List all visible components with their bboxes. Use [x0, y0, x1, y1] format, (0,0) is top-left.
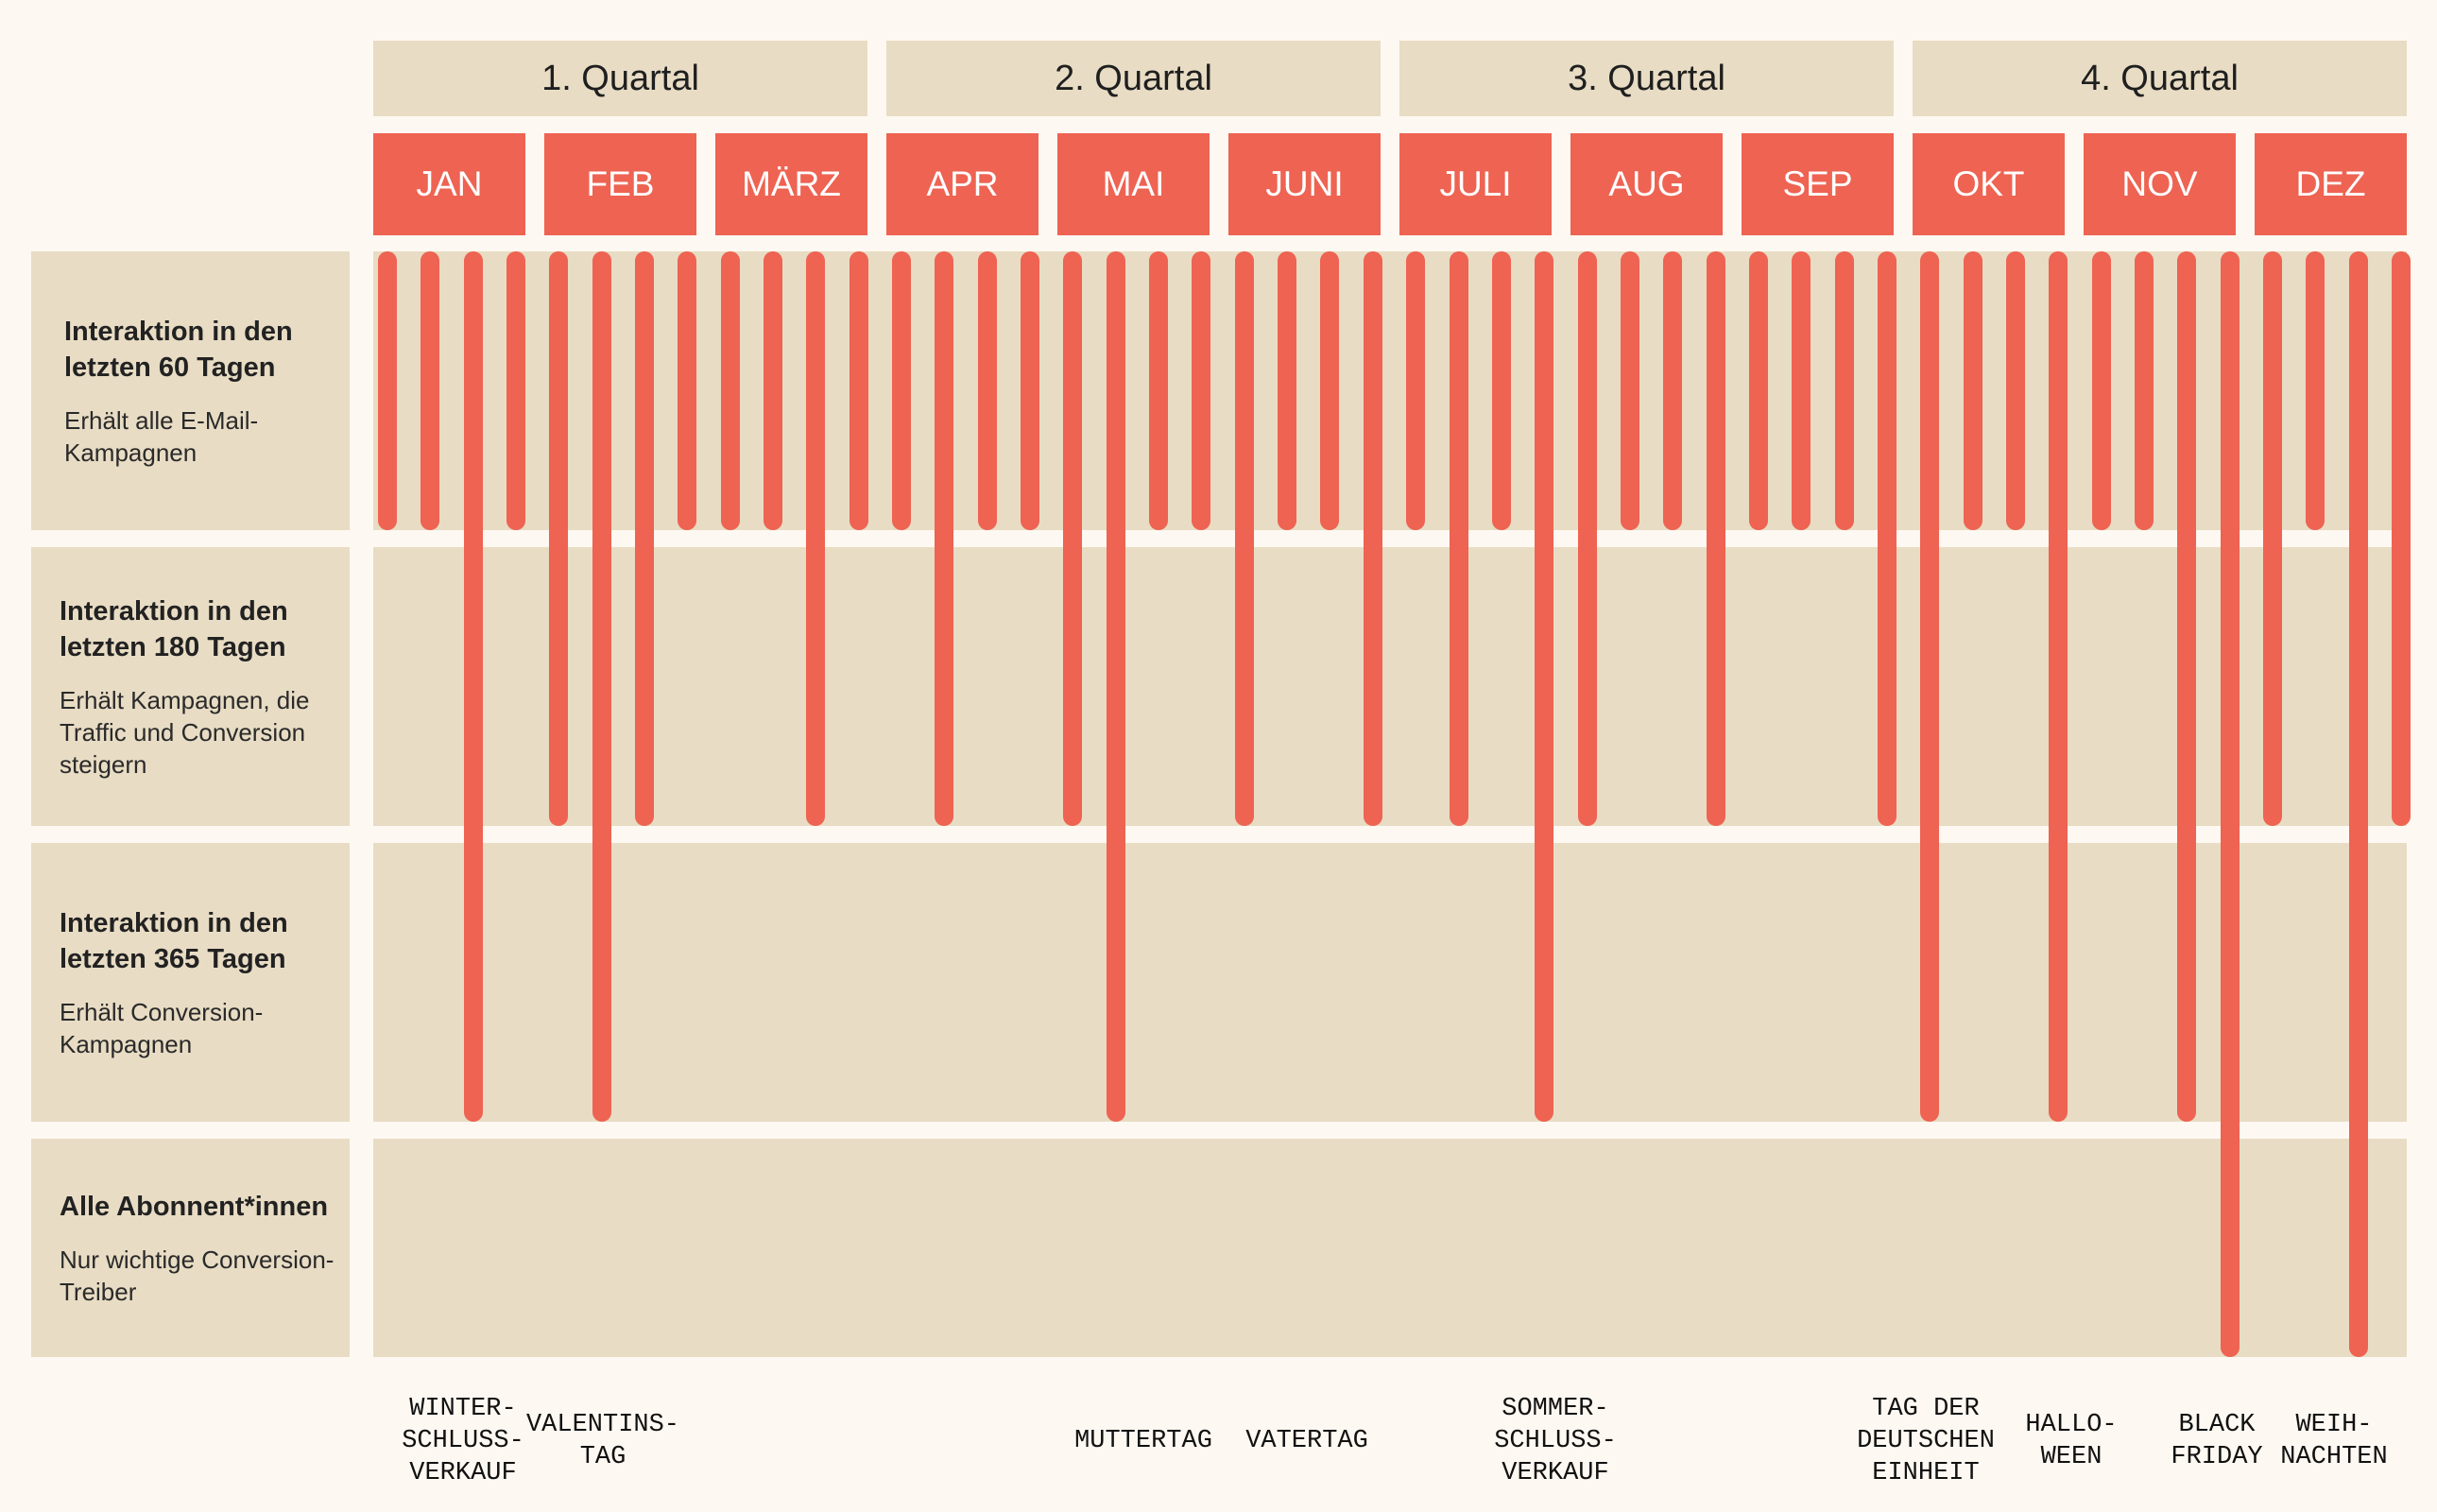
quarter-3: 3. Quartal [1399, 41, 1894, 116]
month-may: MAI [1057, 133, 1210, 235]
campaign-bar [1234, 251, 1254, 826]
campaign-bar [1792, 251, 1811, 530]
campaign-bar [506, 251, 526, 530]
campaign-bar [720, 251, 740, 530]
campaign-bar [2134, 251, 2154, 530]
month-jul: JULI [1399, 133, 1552, 235]
event-valentinstag: VALENTINS- TAG [525, 1411, 680, 1471]
row-description: Erhält Conversion-Kampagnen [60, 997, 264, 1058]
campaign-bar [1877, 251, 1896, 826]
campaign-bar [2177, 251, 2197, 1122]
campaign-bar [1663, 251, 1683, 530]
row-title: Alle Abonnent*innen [60, 1191, 329, 1222]
campaign-bar [635, 251, 655, 826]
row-label-180-days: Interaktion in den letzten 180 Tagen Erh… [31, 547, 350, 826]
campaign-bar [2262, 251, 2282, 826]
campaign-bar [592, 251, 611, 1122]
campaign-bar [2220, 251, 2240, 1357]
campaign-bar [1363, 251, 1382, 826]
campaign-bar [1106, 251, 1125, 1122]
campaign-bar [1577, 251, 1597, 826]
campaign-bar [935, 251, 954, 826]
row-label-365-days: Interaktion in den letzten 365 Tagen Erh… [31, 843, 350, 1122]
event-black-friday: BLACK FRIDAY [2171, 1411, 2263, 1471]
campaign-bar [463, 251, 483, 1122]
event-vatertag: VATERTAG [1245, 1427, 1368, 1455]
row-title: Interaktion in den letzten 60 Tagen [64, 316, 293, 383]
campaign-bar [1620, 251, 1639, 530]
campaign-bar [2005, 251, 2025, 530]
campaign-bar [2049, 251, 2068, 1122]
row-description: Nur wichtige Conversion-Treiber [60, 1245, 335, 1306]
event-sommerschlussverkauf: SOMMER- SCHLUSS- VERKAUF [1494, 1395, 1617, 1487]
row-band-60-days [373, 251, 2407, 530]
row-band-all-subscribers [373, 1139, 2407, 1357]
campaign-bar [1920, 251, 1940, 1122]
campaign-bar [1535, 251, 1554, 1122]
row-title: Interaktion in den letzten 180 Tagen [60, 595, 288, 662]
row-label-60-days: Interaktion in den letzten 60 Tagen Erhä… [31, 251, 350, 530]
campaign-bar [2091, 251, 2111, 530]
month-oct: OKT [1913, 133, 2065, 235]
event-tag-der-deutschen-einheit: TAG DER DEUTSCHEN EINHEIT [1857, 1395, 1995, 1487]
quarter-4: 4. Quartal [1913, 41, 2407, 116]
campaign-bar [378, 251, 397, 530]
campaign-bar [806, 251, 826, 826]
campaign-bar [2348, 251, 2368, 1357]
campaign-bar [1406, 251, 1426, 530]
campaign-bar [1706, 251, 1725, 826]
campaign-bar [1192, 251, 1211, 530]
month-jun: JUNI [1228, 133, 1381, 235]
event-muttertag: MUTTERTAG [1074, 1427, 1212, 1455]
campaign-bar [764, 251, 783, 530]
campaign-bar [1963, 251, 1982, 530]
campaign-bar [678, 251, 697, 530]
month-apr: APR [886, 133, 1038, 235]
campaign-bar [1063, 251, 1083, 826]
event-halloween: HALLO- WEEN [2025, 1411, 2118, 1471]
month-dec: DEZ [2255, 133, 2407, 235]
campaign-bar [1278, 251, 1297, 530]
quarter-1: 1. Quartal [373, 41, 867, 116]
campaign-bar [849, 251, 868, 530]
event-weihnachten: WEIH- NACHTEN [2280, 1411, 2388, 1471]
campaign-bar [1491, 251, 1511, 530]
row-description: Erhält Kampagnen, die Traffic und Conver… [60, 685, 310, 779]
month-jan: JAN [373, 133, 525, 235]
month-sep: SEP [1742, 133, 1894, 235]
campaign-bar [1748, 251, 1768, 530]
row-title: Interaktion in den letzten 365 Tagen [60, 907, 288, 974]
campaign-bar [1449, 251, 1468, 826]
campaign-bar [420, 251, 440, 530]
month-nov: NOV [2084, 133, 2236, 235]
row-band-365-days [373, 843, 2407, 1122]
campaign-bar [1320, 251, 1340, 530]
campaign-bar [892, 251, 912, 530]
row-description: Erhält alle E-Mail-Kampagnen [64, 405, 259, 467]
campaign-bar [977, 251, 997, 530]
month-feb: FEB [544, 133, 696, 235]
campaign-bar [2392, 251, 2411, 826]
campaign-bar [1834, 251, 1854, 530]
campaign-bar [1149, 251, 1169, 530]
row-band-180-days [373, 547, 2407, 826]
campaign-bar [549, 251, 569, 826]
month-mar: MÄRZ [715, 133, 867, 235]
month-aug: AUG [1570, 133, 1723, 235]
event-winterschlussverkauf: WINTER- SCHLUSS- VERKAUF [402, 1395, 524, 1487]
quarter-2: 2. Quartal [886, 41, 1381, 116]
campaign-bar [2306, 251, 2325, 530]
row-label-all-subscribers: Alle Abonnent*innen Nur wichtige Convers… [31, 1139, 350, 1357]
campaign-bar [1021, 251, 1040, 530]
